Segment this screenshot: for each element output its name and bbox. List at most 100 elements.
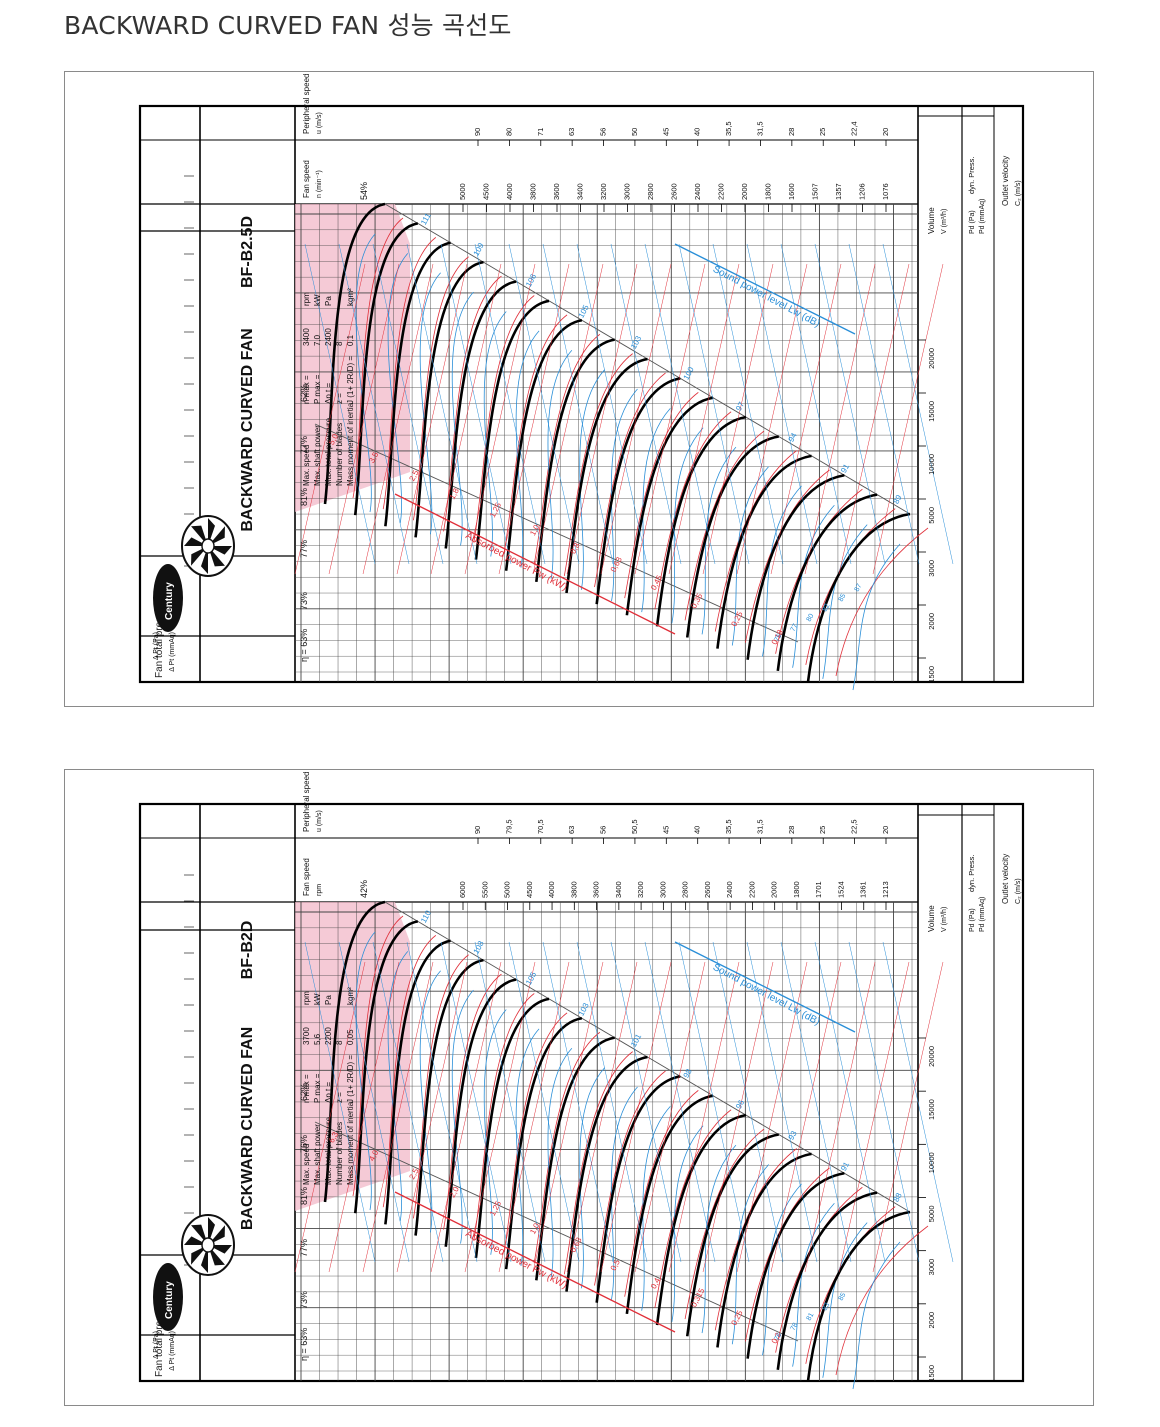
efficiency-curve [714,1148,797,1331]
param-unit: kgm² [346,987,355,1005]
sound-curve [792,504,835,668]
sound-value-label: 91 [839,462,851,475]
chart-frame-2: Fan total pressure 110 108 105 103 101 98 96 93 9… [64,769,1094,1406]
peripheral-unit-label: u (m/s) [316,112,323,134]
sound-curve [451,291,474,546]
param-label: Max. total pressure [324,417,333,486]
sound-curve [547,349,573,579]
efficiency-label: 73% [299,1291,309,1309]
speed-curve [685,435,779,638]
fan-speed-tick: 5500 [480,881,489,898]
fan-chart-2: Fan total pressure1101081051031019896939… [138,772,1025,1390]
efficiency-label: 73% [299,592,309,610]
param-symbol: z = [335,393,344,404]
hatch-line [328,263,400,575]
speed-curve [685,1133,779,1337]
peripheral-speed-tick: 45 [661,826,670,834]
sound-value-label: 111 [419,211,433,226]
efficiency-curve [443,973,502,1230]
efficiency-curve [503,314,568,554]
peripheral-speed-tick: 22,4 [850,121,859,136]
speed-curve [535,1036,615,1281]
fan-speed-tick: 1701 [814,881,823,898]
hatch-line [566,263,638,575]
hatch-line [430,961,502,1273]
peripheral-speed-tick: 20 [881,826,890,834]
chart-border [138,104,1025,684]
hatch-line [464,961,536,1273]
param-value: 5,6 [313,1033,322,1045]
fan-speed-tick: 1507 [811,183,820,200]
hatch-line [678,243,750,565]
peripheral-speed-tick: 28 [787,826,796,834]
param-label: Max. speed [302,1144,311,1185]
fan-speed-tick: 1524 [836,881,845,898]
peripheral-speed-tick: 70,5 [536,819,545,834]
sound-arrow [674,243,856,335]
century-logo-text: Century [164,1281,175,1319]
efficiency-label: η = 63% [299,629,309,662]
fan-speed-tick: 3200 [599,183,608,200]
sound-value-label: 98 [682,1067,694,1080]
pd-pa-label: Pd (Pa) [969,210,976,234]
sound-curve [852,1241,901,1390]
hatch-line [464,263,536,575]
peripheral-unit-label: u (m/s) [316,810,323,832]
hatch-line [372,243,444,565]
fan-speed-tick: 4000 [547,881,556,898]
sound-value-label: 96 [734,1098,746,1111]
sound-value-label: 97 [734,400,746,413]
param-symbol: n max = [302,1074,311,1103]
outlet-velocity-label: Outlet velocity [1001,854,1010,904]
sound-arrow [674,941,856,1033]
sound-curve [792,1202,835,1367]
param-value: 0,05 [346,1029,355,1045]
speed-curve [625,1094,714,1315]
fan-chart-1: Fan total pressure1111091061051031009794… [138,74,1025,691]
peripheral-speed-tick: 35,5 [724,819,733,834]
efficiency-curve [443,275,502,532]
peripheral-speed-tick: 50 [630,128,639,136]
hatch-line [736,263,808,575]
hatch-line [848,243,920,565]
fan-speed-tick: 2200 [747,881,756,898]
sound-value-label: 108 [472,939,486,955]
peripheral-speed-tick: 63 [567,826,576,834]
sound-curve [483,311,507,557]
sound-value-label: 82 [822,603,832,613]
efficiency-curve [654,1109,732,1308]
power-value-label: 0,5 [609,1258,622,1273]
peripheral-speed-tick: 28 [787,128,796,136]
sound-value-label: 76 [774,1332,784,1342]
volume-tick: 10000 [927,454,936,475]
volume-label: Volume [927,207,936,234]
efficiency-curve [352,915,404,1197]
hatch-line [838,961,910,1273]
peripheral-speed-tick: 31,5 [755,121,764,136]
hatch-line [430,263,502,575]
hatch-line [294,263,366,575]
outlet-velocity-label: Outlet velocity [1001,156,1010,206]
fan-speed-tick: 1800 [764,183,773,200]
sound-curve [579,1067,605,1289]
century-logo [153,1263,183,1331]
efficiency-label: 62% [299,1083,309,1101]
peripheral-speed-label: Peripheral speed [302,74,311,134]
hatch-line [872,961,944,1273]
speed-curve [353,920,419,1214]
volume-tick: 10000 [927,1152,936,1173]
peripheral-speed-tick: 25 [818,826,827,834]
param-value: 2200 [324,1027,333,1045]
pd-pa-label: Pd (Pa) [969,908,976,932]
hatch-line [576,941,648,1263]
efficiency-curve [563,1051,633,1275]
efficiency-curve [714,450,797,632]
fan-speed-tick: 1800 [792,881,801,898]
hatch-line [804,961,876,1273]
hatch-line [668,961,740,1273]
volume-tick: 15000 [927,401,936,422]
hatch-line [474,243,546,565]
param-label: Max. speed [302,445,311,486]
impeller-hub [201,1237,215,1253]
volume-tick: 20000 [927,1046,936,1067]
